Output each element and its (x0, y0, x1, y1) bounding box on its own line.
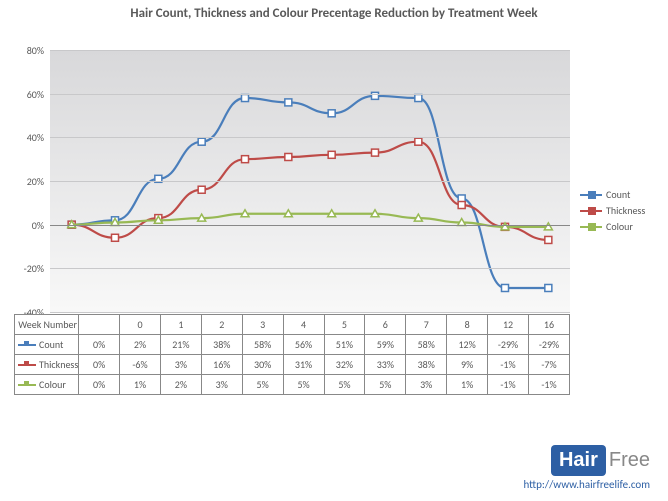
x-label: 2 (201, 315, 242, 335)
legend-label: Count (606, 188, 630, 201)
legend-swatch-colour (580, 226, 602, 228)
table-cell: 1% (447, 375, 488, 395)
legend-item-count: Count (580, 188, 645, 201)
table-cell: 59% (365, 335, 406, 355)
logo-text-free: Free (609, 449, 650, 472)
table-cell: 3% (406, 375, 447, 395)
logo-text-hair: Hair (551, 445, 606, 476)
table-cell: 51% (324, 335, 365, 355)
y-tick-label: 0% (12, 219, 44, 232)
plot-area (50, 50, 570, 312)
x-label: 7 (406, 315, 447, 335)
legend-label: Thickness (606, 204, 645, 217)
legend-swatch-thickness (580, 210, 602, 212)
legend-item-colour: Colour (580, 220, 645, 233)
table-cell: 21% (160, 335, 201, 355)
x-label: 5 (324, 315, 365, 335)
table-cell: 3% (160, 355, 201, 375)
table-cell: 38% (406, 355, 447, 375)
table-cell: 9% (447, 355, 488, 375)
table-cell: 0% (79, 355, 120, 375)
table-cell: 3% (201, 375, 242, 395)
x-label: 3 (242, 315, 283, 335)
y-tick-label: 40% (12, 131, 44, 144)
table-cell: 1% (120, 375, 161, 395)
x-label: 6 (365, 315, 406, 335)
table-cell: 38% (201, 335, 242, 355)
x-label: 8 (447, 315, 488, 335)
legend-item-thickness: Thickness (580, 204, 645, 217)
y-tick-label: -20% (12, 262, 44, 275)
table-cell: 5% (324, 375, 365, 395)
row-header: Colour (15, 375, 79, 395)
table-cell: -1% (488, 355, 529, 375)
table-cell: 2% (120, 335, 161, 355)
table-cell: 2% (160, 375, 201, 395)
y-tick-label: 20% (12, 175, 44, 188)
legend: Count Thickness Colour (580, 185, 645, 236)
legend-swatch-count (580, 194, 602, 196)
table-cell: 12% (447, 335, 488, 355)
table-cell: -6% (120, 355, 161, 375)
data-table: Week Number0123456781216Count0%2%21%38%5… (14, 314, 570, 395)
table-cell: 0% (79, 335, 120, 355)
table-row-thickness: Thickness0%-6%3%16%30%31%32%33%38%9%-1%-… (15, 355, 570, 375)
table-cell: 0% (79, 375, 120, 395)
x-label: 12 (488, 315, 529, 335)
table-cell: 33% (365, 355, 406, 375)
row-header: Count (15, 335, 79, 355)
x-label: 4 (283, 315, 324, 335)
table-cell: 5% (242, 375, 283, 395)
logo-url: http://www.hairfreelife.com (523, 478, 650, 491)
row-header: Thickness (15, 355, 79, 375)
x-label: 0 (120, 315, 161, 335)
x-label: 16 (528, 315, 569, 335)
table-cell: -1% (488, 375, 529, 395)
table-cell: 5% (283, 375, 324, 395)
table-cell: 56% (283, 335, 324, 355)
table-cell: 31% (283, 355, 324, 375)
table-row-colour: Colour0%1%2%3%5%5%5%5%3%1%-1%-1% (15, 375, 570, 395)
table-cell: -1% (528, 375, 569, 395)
table-cell: 30% (242, 355, 283, 375)
legend-label: Colour (606, 220, 633, 233)
table-cell: 58% (242, 335, 283, 355)
table-row-count: Count0%2%21%38%58%56%51%59%58%12%-29%-29… (15, 335, 570, 355)
logo-box: Hair Free (551, 445, 650, 476)
x-label: 1 (160, 315, 201, 335)
table-cell: -7% (528, 355, 569, 375)
y-tick-label: 80% (12, 44, 44, 57)
logo: Hair Free http://www.hairfreelife.com (523, 445, 650, 491)
table-cell: 58% (406, 335, 447, 355)
y-tick-label: 60% (12, 88, 44, 101)
x-label (79, 315, 120, 335)
table-cell: 5% (365, 375, 406, 395)
table-header-row: Week Number0123456781216 (15, 315, 570, 335)
table-cell: 32% (324, 355, 365, 375)
x-header: Week Number (15, 315, 79, 335)
chart-container: Hair Count, Thickness and Colour Precent… (0, 0, 668, 501)
table-cell: -29% (488, 335, 529, 355)
table-cell: 16% (201, 355, 242, 375)
chart-title: Hair Count, Thickness and Colour Precent… (0, 0, 668, 28)
table-cell: -29% (528, 335, 569, 355)
